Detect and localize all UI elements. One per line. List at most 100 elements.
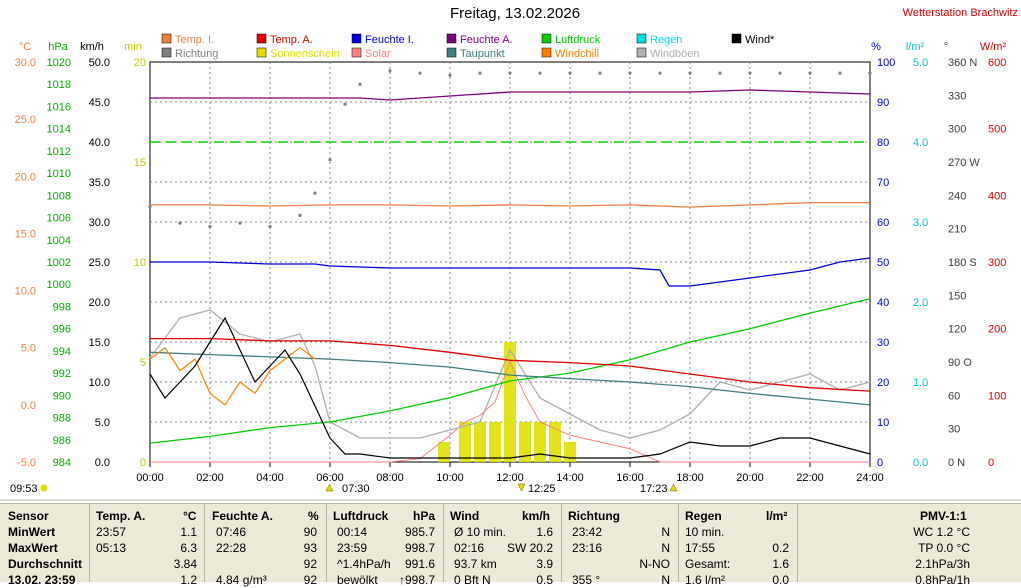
humidity-axis-tick: 100	[877, 57, 895, 69]
table-direction-time: 23:16	[572, 541, 603, 555]
legend-label: Wind*	[745, 34, 775, 46]
summary-table: Sensor Temp. A. °C Feuchte A. % Luftdruc…	[0, 503, 1021, 587]
hdr-regen: Regen	[685, 509, 722, 523]
wind-axis-tick: 30.0	[89, 217, 110, 229]
pressure-axis-tick: 988	[53, 413, 71, 425]
legend-label: Luftdruck	[555, 34, 601, 46]
humidity-axis-unit: %	[871, 41, 881, 53]
wind-axis-tick: 0.0	[95, 457, 110, 469]
direction-axis-tick: 60	[948, 390, 960, 402]
series-sonnenschein-bar	[459, 422, 471, 462]
sunrise-arrow-icon	[325, 483, 334, 492]
rain-axis-tick: 5.0	[913, 57, 928, 69]
series-sonnenschein-bar	[534, 422, 546, 462]
series-richtung-point	[448, 73, 452, 77]
rain-axis-unit: l/m²	[906, 41, 925, 53]
temp-axis-tick: 20.0	[15, 171, 36, 183]
time-tick-label: 04:00	[256, 472, 284, 484]
solar-axis-unit: W/m²	[980, 41, 1007, 53]
legend-swatch	[161, 47, 172, 58]
legend-label: Taupunkt	[460, 48, 505, 60]
table-direction-value: N	[661, 541, 670, 555]
legend-swatch	[446, 47, 457, 58]
time-tick-label: 14:00	[556, 472, 584, 484]
noon-time: 12:25	[528, 483, 556, 495]
table-temp-value: 1.2	[180, 573, 197, 587]
temp-axis-tick: 30.0	[15, 57, 36, 69]
temp-axis-tick: -5.0	[17, 457, 36, 469]
table-direction-value: N	[661, 573, 670, 587]
direction-axis-unit: °	[944, 41, 948, 53]
pressure-axis-tick: 996	[53, 324, 71, 336]
wind-axis-tick: 40.0	[89, 137, 110, 149]
hdr-temp: Temp. A.	[96, 509, 146, 523]
table-pressure-value: 998.7	[404, 541, 435, 555]
pressure-axis-unit: hPa	[48, 41, 68, 53]
series-richtung-point	[748, 71, 752, 75]
humidity-axis-tick: 10	[877, 417, 889, 429]
table-temp-time: 05:13	[96, 541, 127, 555]
table-rain-value: 0.2	[772, 541, 789, 555]
series-richtung-point	[538, 71, 542, 75]
direction-axis-tick: 360 N	[948, 57, 977, 69]
hdr-sensor: Sensor	[8, 509, 49, 523]
table-pressure-time: 00:14	[337, 525, 368, 539]
direction-axis-tick: 270 W	[948, 157, 980, 169]
table-row-label: MaxWert	[8, 541, 58, 555]
solar-axis-tick: 600	[988, 57, 1006, 69]
sunrise-marker-label: 09:53	[10, 483, 38, 495]
table-wind-value: 1.6	[536, 525, 553, 539]
series-windchill-line	[149, 346, 316, 406]
direction-axis-tick: 30	[948, 424, 960, 436]
legend-swatch	[161, 33, 172, 44]
table-pressure-time: 23:59	[337, 541, 368, 555]
legend-label: Richtung	[175, 48, 218, 60]
time-tick-label: 16:00	[616, 472, 644, 484]
series-richtung-point	[208, 224, 212, 229]
humidity-axis-tick: 30	[877, 337, 889, 349]
series-sonnenschein-bar	[438, 442, 450, 462]
legend-swatch	[731, 33, 742, 44]
pressure-axis-tick: 1000	[47, 279, 71, 291]
wind-axis-tick: 10.0	[89, 377, 110, 389]
sunrise-marker-icon	[40, 484, 48, 492]
pressure-axis-tick: 1018	[47, 79, 71, 91]
series-taupunkt-line	[149, 351, 871, 406]
wind-axis-tick: 20.0	[89, 297, 110, 309]
pressure-axis-tick: 1020	[47, 57, 71, 69]
direction-axis-tick: 180 S	[948, 257, 977, 269]
wind-axis-unit: km/h	[80, 41, 104, 53]
table-wind-time: 93.7 km	[454, 557, 497, 571]
page-title: Freitag, 13.02.2026	[449, 5, 581, 22]
pressure-axis-tick: 1016	[47, 101, 71, 113]
table-direction-value: N	[661, 525, 670, 539]
rain-axis-tick: 0.0	[913, 457, 928, 469]
series-richtung-point	[343, 102, 347, 106]
series-richtung-point	[778, 71, 782, 75]
series-sonnenschein-bar	[504, 342, 516, 462]
time-tick-label: 22:00	[796, 472, 824, 484]
table-rain-value: 0.0	[772, 573, 789, 587]
table-row-label: Durchschnitt	[8, 557, 83, 571]
pressure-axis-tick: 986	[53, 435, 71, 447]
sun-axis-tick: 15	[134, 157, 146, 169]
sun-axis-tick: 5	[140, 357, 146, 369]
hdr-feuchte: Feuchte A.	[212, 509, 273, 523]
table-humidity-value: 92	[303, 557, 317, 571]
table-pressure-time: ^1.4hPa/h	[337, 557, 391, 571]
legend-label: Temp. A.	[270, 34, 313, 46]
series-richtung-point	[388, 69, 392, 73]
pressure-axis-tick: 1004	[47, 235, 71, 247]
series-temp-a-line	[150, 337, 871, 392]
series-richtung-point	[148, 204, 152, 209]
series-sonnenschein-bar	[549, 422, 561, 462]
pressure-axis-tick: 998	[53, 301, 71, 313]
noon-arrow-icon	[517, 483, 526, 492]
series-richtung-point	[868, 71, 872, 75]
sun-axis-unit: min	[124, 41, 142, 53]
solar-axis-tick: 400	[988, 190, 1006, 202]
series-luftdruck-line	[149, 298, 871, 444]
legend-swatch	[351, 47, 362, 58]
series-richtung-point	[268, 224, 272, 229]
legend-label: Feuchte I.	[365, 34, 414, 46]
